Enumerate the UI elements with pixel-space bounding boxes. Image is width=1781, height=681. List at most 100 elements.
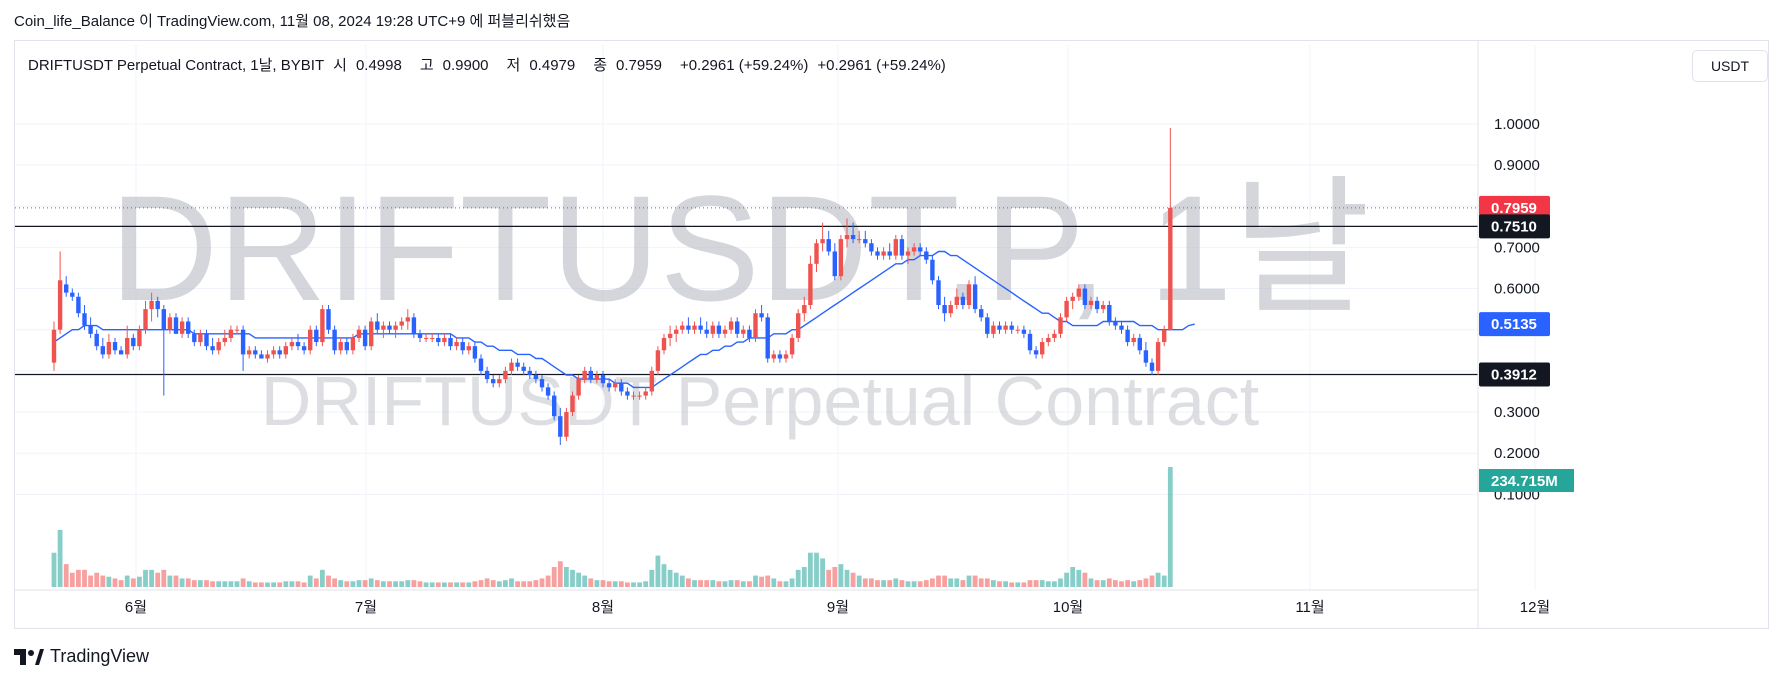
candle-body[interactable] (216, 342, 221, 351)
legend-symbol[interactable]: DRIFTUSDT Perpetual Contract, 1날, BYBIT (28, 57, 325, 74)
candle-body[interactable] (667, 333, 673, 338)
candle-body[interactable] (832, 251, 837, 277)
candle-body[interactable] (381, 325, 386, 330)
candle-body[interactable] (271, 350, 276, 355)
candle-body[interactable] (552, 395, 557, 417)
candle-body[interactable] (735, 321, 740, 334)
candle-body[interactable] (521, 366, 526, 371)
candle-body[interactable] (1131, 337, 1136, 343)
candle-body[interactable] (332, 329, 337, 351)
currency-button[interactable]: USDT (1692, 50, 1768, 82)
candle-body[interactable] (100, 346, 105, 355)
candle-body[interactable] (826, 239, 831, 252)
candle-body[interactable] (710, 325, 715, 334)
candle-body[interactable] (680, 325, 685, 330)
candle-body[interactable] (655, 350, 661, 371)
candle-body[interactable] (1101, 305, 1106, 310)
candle-body[interactable] (405, 317, 410, 322)
candle-body[interactable] (442, 337, 447, 343)
candle-body[interactable] (399, 321, 404, 326)
candle-body[interactable] (1125, 329, 1130, 343)
candle-body[interactable] (789, 337, 795, 355)
candle-body[interactable] (753, 313, 758, 338)
candle-body[interactable] (972, 284, 978, 310)
candle-body[interactable] (57, 280, 63, 330)
candle-body[interactable] (869, 243, 874, 252)
candle-body[interactable] (905, 251, 911, 256)
candle-body[interactable] (771, 354, 776, 359)
candle-body[interactable] (509, 362, 514, 371)
candle-body[interactable] (106, 342, 112, 355)
candle-body[interactable] (863, 239, 868, 244)
candle-body[interactable] (814, 243, 819, 264)
candle-body[interactable] (893, 239, 898, 256)
candle-body[interactable] (283, 346, 288, 355)
candle-body[interactable] (698, 325, 703, 330)
candle-body[interactable] (70, 292, 75, 297)
candle-body[interactable] (448, 337, 453, 347)
candle-body[interactable] (899, 239, 905, 256)
candle-body[interactable] (674, 329, 679, 334)
candle-body[interactable] (527, 370, 532, 375)
candle-body[interactable] (320, 309, 325, 343)
candle-body[interactable] (606, 383, 612, 388)
candle-body[interactable] (350, 337, 356, 351)
candle-body[interactable] (741, 329, 746, 334)
candle-body[interactable] (722, 329, 728, 334)
candle-body[interactable] (631, 395, 636, 397)
candle-body[interactable] (1082, 288, 1088, 305)
candle-body[interactable] (985, 317, 990, 334)
candle-body[interactable] (960, 296, 966, 305)
candle-body[interactable] (198, 333, 203, 343)
candle-body[interactable] (515, 362, 520, 367)
candle-body[interactable] (997, 325, 1002, 330)
candle-body[interactable] (570, 395, 575, 413)
candle-body[interactable] (436, 337, 441, 343)
candle-body[interactable] (155, 300, 160, 310)
candle-body[interactable] (808, 263, 813, 305)
candle-body[interactable] (802, 305, 807, 314)
candle-body[interactable] (1143, 350, 1149, 363)
candle-body[interactable] (88, 325, 93, 334)
candle-body[interactable] (1070, 296, 1075, 301)
candle-body[interactable] (619, 383, 624, 392)
candle-body[interactable] (1149, 362, 1155, 371)
candle-body[interactable] (1027, 333, 1033, 351)
candle-body[interactable] (1052, 333, 1057, 338)
candle-body[interactable] (533, 375, 539, 380)
candle-body[interactable] (558, 416, 563, 437)
candle-body[interactable] (686, 325, 691, 330)
candle-body[interactable] (161, 309, 166, 330)
candle-body[interactable] (948, 305, 953, 314)
candle-body[interactable] (265, 354, 270, 359)
candle-body[interactable] (692, 325, 697, 330)
candle-body[interactable] (1155, 342, 1161, 371)
candle-body[interactable] (588, 370, 593, 380)
candle-body[interactable] (850, 235, 856, 240)
candle-body[interactable] (76, 296, 81, 314)
candle-body[interactable] (497, 379, 502, 384)
candle-body[interactable] (344, 342, 349, 351)
candle-body[interactable] (1137, 337, 1142, 351)
candle-body[interactable] (369, 321, 374, 347)
candle-body[interactable] (484, 370, 490, 380)
candle-body[interactable] (1015, 329, 1020, 331)
candle-body[interactable] (326, 309, 331, 330)
candle-body[interactable] (936, 280, 941, 305)
candle-body[interactable] (728, 321, 734, 330)
candle-body[interactable] (460, 342, 465, 351)
candle-body[interactable] (222, 337, 227, 343)
candle-body[interactable] (716, 325, 722, 334)
candle-body[interactable] (1119, 325, 1124, 330)
candle-body[interactable] (857, 239, 862, 241)
candle-body[interactable] (1058, 317, 1063, 334)
candle-body[interactable] (796, 313, 801, 338)
candle-body[interactable] (289, 342, 295, 347)
candle-body[interactable] (545, 387, 551, 396)
candle-body[interactable] (362, 329, 368, 347)
candle-body[interactable] (911, 247, 917, 252)
candle-body[interactable] (564, 412, 569, 437)
candle-body[interactable] (253, 350, 258, 355)
candle-body[interactable] (503, 370, 508, 380)
